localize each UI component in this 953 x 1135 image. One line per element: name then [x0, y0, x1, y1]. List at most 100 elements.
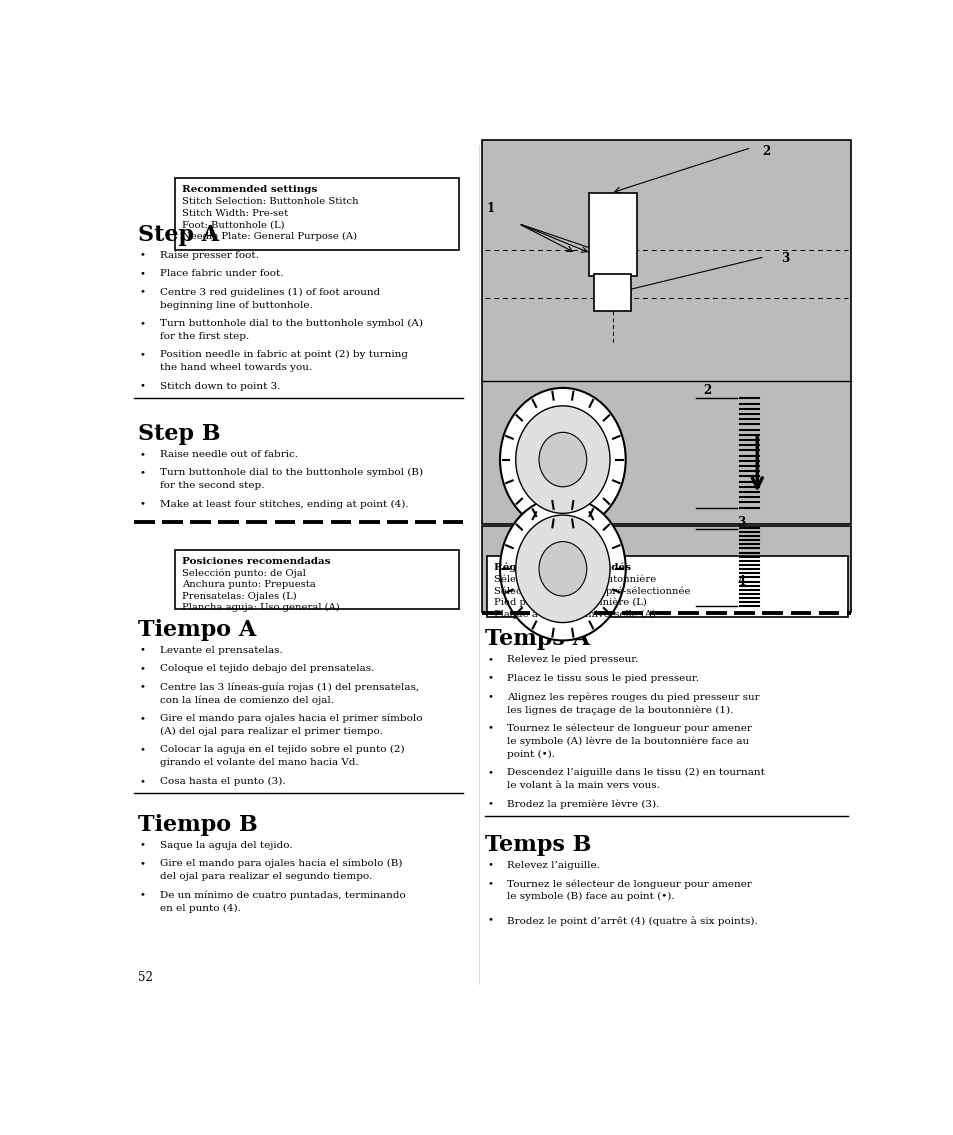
Text: Relevez le pied presseur.: Relevez le pied presseur. — [507, 655, 639, 664]
Text: Relevez l’aiguille.: Relevez l’aiguille. — [507, 860, 599, 869]
Ellipse shape — [499, 388, 625, 531]
Text: Brodez le point d’arrêt (4) (quatre à six points).: Brodez le point d’arrêt (4) (quatre à si… — [507, 916, 758, 926]
Text: 52: 52 — [137, 970, 152, 984]
Text: •: • — [487, 860, 493, 869]
Text: for the second step.: for the second step. — [160, 481, 264, 490]
Text: Step B: Step B — [137, 423, 220, 445]
Text: Gire el mando para ojales hacia el primer símbolo: Gire el mando para ojales hacia el prime… — [160, 714, 422, 723]
Text: •: • — [487, 692, 493, 701]
Text: Stitch Width: Pre-set: Stitch Width: Pre-set — [182, 209, 288, 218]
Text: •: • — [140, 646, 146, 655]
Text: Descendez l’aiguille dans le tissu (2) en tournant: Descendez l’aiguille dans le tissu (2) e… — [507, 768, 764, 777]
Text: (A) del ojal para realizar el primer tiempo.: (A) del ojal para realizar el primer tie… — [160, 728, 382, 737]
Text: Sélecteur de largeur: pré-sélectionnée: Sélecteur de largeur: pré-sélectionnée — [494, 587, 690, 596]
Text: Gire el mando para ojales hacia el símbolo (B): Gire el mando para ojales hacia el símbo… — [160, 859, 402, 868]
Text: Tournez le sélecteur de longueur pour amener: Tournez le sélecteur de longueur pour am… — [507, 880, 752, 889]
Text: •: • — [140, 664, 146, 673]
FancyBboxPatch shape — [594, 275, 630, 311]
Text: le symbole (B) face au point (•).: le symbole (B) face au point (•). — [507, 892, 675, 901]
Text: •: • — [140, 287, 146, 296]
Text: les lignes de traçage de la boutonnière (1).: les lignes de traçage de la boutonnière … — [507, 705, 733, 715]
Text: •: • — [140, 682, 146, 691]
Text: the hand wheel towards you.: the hand wheel towards you. — [160, 363, 312, 372]
Text: le volant à la main vers vous.: le volant à la main vers vous. — [507, 781, 659, 790]
Text: Foot: Buttonhole (L): Foot: Buttonhole (L) — [182, 220, 284, 229]
Text: Temps B: Temps B — [485, 833, 591, 856]
Text: Plaque à aiguille universelle (A): Plaque à aiguille universelle (A) — [494, 609, 656, 619]
Text: Sélecteur de point: boutonnière: Sélecteur de point: boutonnière — [494, 575, 656, 585]
Text: Centre 3 red guidelines (1) of foot around: Centre 3 red guidelines (1) of foot arou… — [160, 287, 379, 296]
Text: Posiciones recomendadas: Posiciones recomendadas — [182, 556, 331, 565]
Text: Coloque el tejido debajo del prensatelas.: Coloque el tejido debajo del prensatelas… — [160, 664, 374, 673]
Text: 2: 2 — [702, 385, 711, 397]
Text: beginning line of buttonhole.: beginning line of buttonhole. — [160, 301, 313, 310]
Text: Turn buttonhole dial to the buttonhole symbol (B): Turn buttonhole dial to the buttonhole s… — [160, 469, 422, 478]
Text: Alignez les repères rouges du pied presseur sur: Alignez les repères rouges du pied press… — [507, 692, 760, 701]
Text: Recommended settings: Recommended settings — [182, 185, 317, 194]
Text: Pied presseur boutonnière (L): Pied presseur boutonnière (L) — [494, 598, 646, 607]
FancyBboxPatch shape — [481, 526, 850, 612]
Text: 1: 1 — [486, 202, 495, 215]
Text: Position needle in fabric at point (2) by turning: Position needle in fabric at point (2) b… — [160, 351, 408, 360]
Text: •: • — [140, 714, 146, 723]
Text: •: • — [487, 916, 493, 925]
Text: •: • — [140, 251, 146, 260]
Text: girando el volante del mano hacia Vd.: girando el volante del mano hacia Vd. — [160, 758, 358, 767]
Text: •: • — [140, 319, 146, 328]
Text: Raise presser foot.: Raise presser foot. — [160, 251, 258, 260]
Text: •: • — [487, 880, 493, 888]
Text: 2: 2 — [761, 145, 770, 158]
Text: Cosa hasta el punto (3).: Cosa hasta el punto (3). — [160, 776, 285, 785]
Text: Anchura punto: Prepuesta: Anchura punto: Prepuesta — [182, 580, 315, 589]
Text: Brodez la première lèvre (3).: Brodez la première lèvre (3). — [507, 799, 659, 809]
Text: •: • — [487, 799, 493, 808]
FancyBboxPatch shape — [588, 193, 637, 276]
Text: Centre las 3 líneas-guía rojas (1) del prensatelas,: Centre las 3 líneas-guía rojas (1) del p… — [160, 682, 418, 692]
Text: del ojal para realizar el segundo tiempo.: del ojal para realizar el segundo tiempo… — [160, 872, 372, 881]
Text: Turn buttonhole dial to the buttonhole symbol (A): Turn buttonhole dial to the buttonhole s… — [160, 319, 422, 328]
Text: point (•).: point (•). — [507, 750, 555, 759]
Text: •: • — [140, 499, 146, 508]
Text: Temps A: Temps A — [485, 629, 590, 650]
Text: for the first step.: for the first step. — [160, 331, 249, 340]
FancyBboxPatch shape — [174, 549, 459, 609]
Text: Step A: Step A — [137, 224, 218, 245]
FancyBboxPatch shape — [481, 140, 850, 524]
Text: •: • — [140, 381, 146, 390]
Text: •: • — [140, 891, 146, 899]
Text: Raise needle out of fabric.: Raise needle out of fabric. — [160, 449, 297, 459]
FancyBboxPatch shape — [486, 556, 846, 617]
Text: con la línea de comienzo del ojal.: con la línea de comienzo del ojal. — [160, 696, 334, 705]
Text: •: • — [140, 776, 146, 785]
Text: Stitch down to point 3.: Stitch down to point 3. — [160, 381, 280, 390]
Text: Tiempo A: Tiempo A — [137, 619, 255, 640]
Text: Placez le tissu sous le pied presseur.: Placez le tissu sous le pied presseur. — [507, 674, 699, 682]
Text: Saque la aguja del tejido.: Saque la aguja del tejido. — [160, 841, 293, 850]
Text: Selección punto: de Ojal: Selección punto: de Ojal — [182, 569, 306, 579]
Text: •: • — [140, 841, 146, 850]
Text: Réglages recommandés: Réglages recommandés — [494, 563, 631, 572]
Text: •: • — [487, 674, 493, 682]
Ellipse shape — [516, 406, 609, 513]
Text: •: • — [140, 449, 146, 459]
Ellipse shape — [516, 515, 609, 623]
Text: •: • — [487, 768, 493, 777]
Text: le symbole (A) lèvre de la boutonnière face au: le symbole (A) lèvre de la boutonnière f… — [507, 737, 749, 746]
FancyBboxPatch shape — [174, 178, 459, 250]
Text: 3: 3 — [781, 252, 788, 266]
Text: •: • — [140, 269, 146, 278]
Text: •: • — [487, 655, 493, 664]
Text: •: • — [140, 746, 146, 755]
Text: Needle Plate: General Purpose (A): Needle Plate: General Purpose (A) — [182, 232, 356, 241]
Text: 4: 4 — [737, 575, 744, 588]
Text: •: • — [140, 469, 146, 478]
Ellipse shape — [499, 497, 625, 640]
Text: Make at least four stitches, ending at point (4).: Make at least four stitches, ending at p… — [160, 499, 408, 508]
Text: Plancha aguja: Uso general (A): Plancha aguja: Uso general (A) — [182, 603, 339, 612]
Text: Place fabric under foot.: Place fabric under foot. — [160, 269, 283, 278]
Text: Stitch Selection: Buttonhole Stitch: Stitch Selection: Buttonhole Stitch — [182, 197, 358, 207]
Ellipse shape — [538, 541, 586, 596]
Ellipse shape — [538, 432, 586, 487]
Text: Levante el prensatelas.: Levante el prensatelas. — [160, 646, 282, 655]
Text: Prensatelas: Ojales (L): Prensatelas: Ojales (L) — [182, 591, 296, 600]
